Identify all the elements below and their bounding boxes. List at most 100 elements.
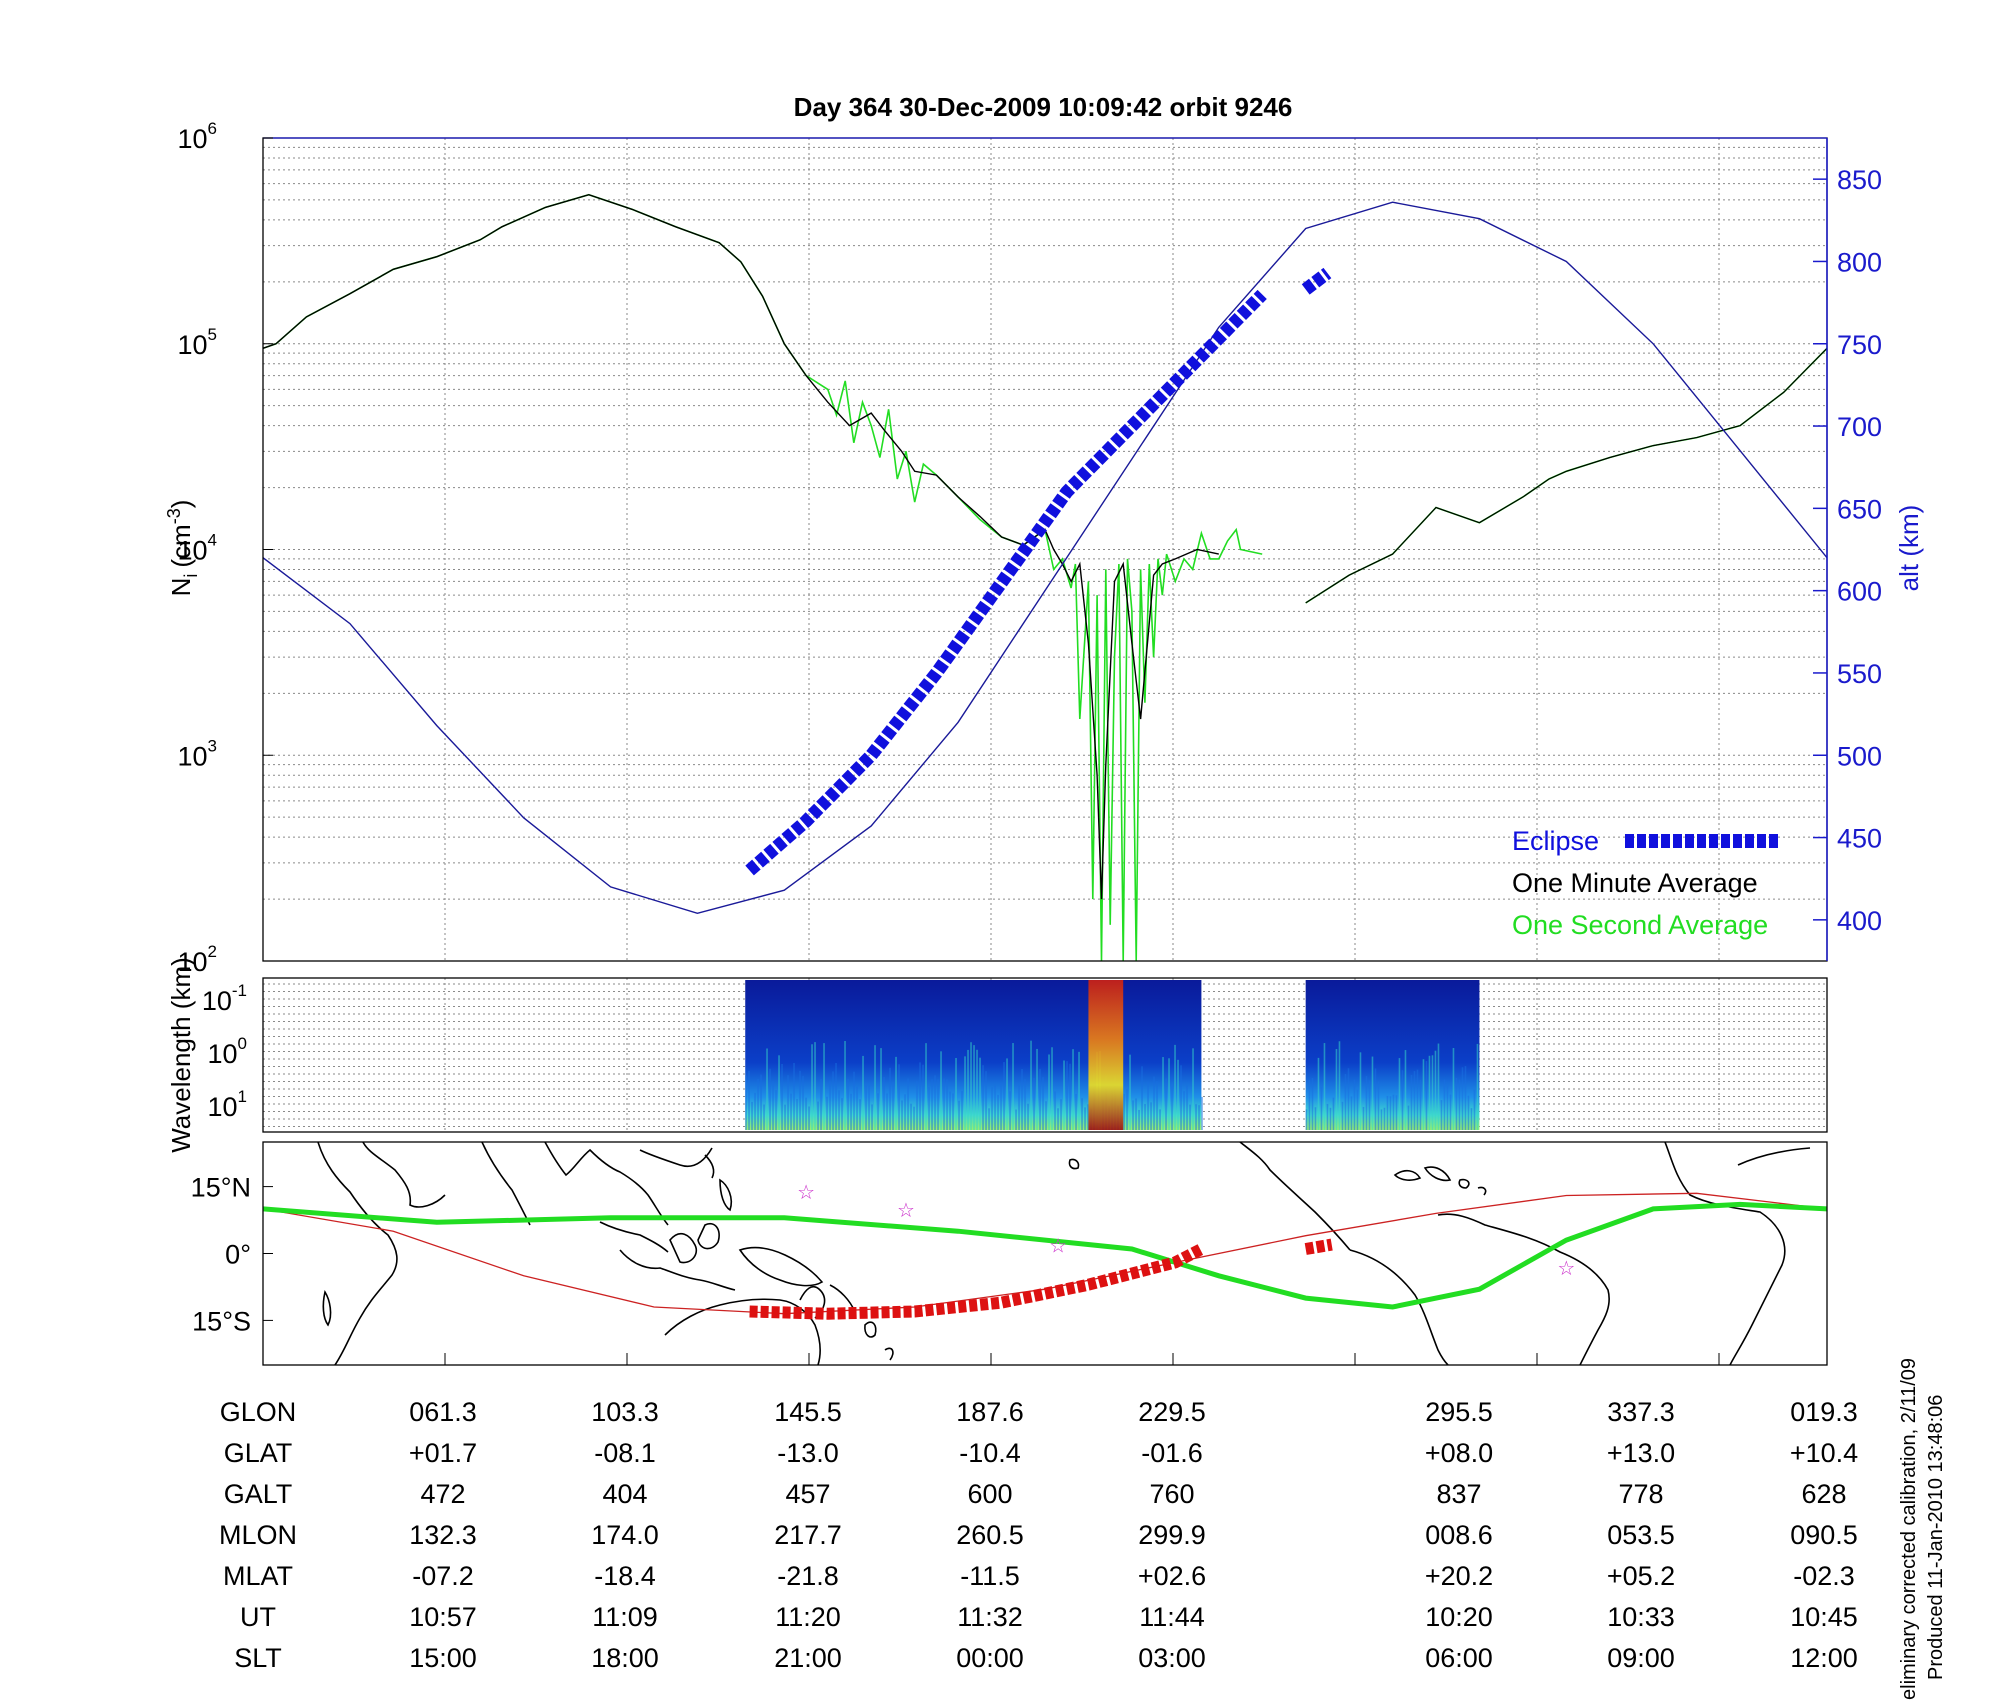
spectrogram-stripe: [763, 1104, 765, 1130]
spectrogram-stripe: [952, 1093, 954, 1130]
spectrogram-stripe: [1168, 1058, 1170, 1130]
spectrogram-stripe: [850, 1093, 852, 1130]
chart-title: Day 364 30-Dec-2009 10:09:42 orbit 9246: [794, 92, 1293, 122]
spectrogram-stripe: [1159, 1109, 1161, 1130]
spectrogram-stripe: [982, 1065, 984, 1130]
spectrogram-stripe: [859, 1099, 861, 1130]
table-cell: -07.2: [412, 1561, 474, 1591]
table-cell: 008.6: [1425, 1520, 1493, 1550]
spectrogram-stripe: [748, 1070, 750, 1130]
spectrogram-stripe: [1027, 1103, 1029, 1130]
spectrogram-stripe: [928, 1087, 930, 1130]
spectrogram-stripe: [1476, 1043, 1479, 1130]
spectrogram-stripe: [1192, 1048, 1194, 1130]
altitude-tick-label: 500: [1837, 741, 1882, 771]
spectrogram-stripe: [1455, 1077, 1458, 1130]
spectrogram-stripe: [1326, 1103, 1329, 1130]
spectrogram-blocks: [745, 980, 1480, 1130]
table-cell: +13.0: [1607, 1438, 1675, 1468]
spectrogram-stripe: [826, 1096, 828, 1130]
table-cell: 404: [602, 1479, 647, 1509]
table-cell: 11:44: [1139, 1602, 1205, 1632]
table-cell: +01.7: [409, 1438, 477, 1468]
spectrogram-stripe: [1473, 1089, 1476, 1130]
ground-track-eclipse-short: [1304, 1238, 1333, 1255]
wavelength-axis-label: Wavelength (km): [166, 957, 196, 1153]
table-cell: 217.7: [774, 1520, 842, 1550]
spectrogram-stripe: [1461, 1067, 1464, 1130]
spectrogram-stripe: [766, 1048, 768, 1130]
table-cell: +10.4: [1790, 1438, 1858, 1468]
density-label-unit-exponent: -3: [164, 508, 184, 524]
altitude-tick-label: 550: [1837, 659, 1882, 689]
spectrogram-stripe: [1392, 1094, 1395, 1130]
star-marker-icon: ☆: [897, 1198, 915, 1222]
spectrogram-stripe: [1353, 1079, 1356, 1130]
spectrogram-stripe: [1377, 1081, 1380, 1130]
spectrogram-stripe: [1174, 1044, 1176, 1130]
spectrogram-stripe: [817, 1101, 819, 1130]
wavelength-tick-label: 10-1: [202, 981, 247, 1016]
table-cell: 600: [967, 1479, 1012, 1509]
star-marker-icon: ☆: [1557, 1256, 1575, 1280]
spectrogram-stripe: [1368, 1080, 1371, 1130]
table-cell: -13.0: [777, 1438, 839, 1468]
spectrogram-stripe: [1162, 1057, 1164, 1130]
spectrogram-stripe: [979, 1057, 981, 1130]
spectrogram-stripe: [832, 1071, 834, 1130]
spectrogram-stripe: [754, 1092, 756, 1130]
table-cell: 260.5: [956, 1520, 1024, 1550]
table-cell: -11.5: [960, 1561, 1020, 1591]
table-cell: -10.4: [959, 1438, 1021, 1468]
spectrogram-stripe: [772, 1081, 774, 1130]
eclipse-segment: [745, 289, 1267, 876]
spectrogram-stripe: [970, 1042, 972, 1130]
spectrogram-stripe: [871, 1104, 873, 1130]
spectrogram-stripe: [1054, 1091, 1056, 1130]
spectrogram-stripe: [751, 1101, 753, 1130]
spectrogram-stripe: [1195, 1104, 1197, 1130]
spectrogram-stripe: [1063, 1060, 1065, 1130]
spectrogram-stripe: [1350, 1096, 1353, 1130]
spectrogram-stripe: [1329, 1107, 1332, 1130]
spectrogram-stripe: [775, 1090, 777, 1130]
table-cell: -21.8: [777, 1561, 839, 1591]
legend: Eclipse One Minute Average One Second Av…: [1512, 826, 1778, 940]
spectrogram-stripe: [1144, 1103, 1146, 1130]
spectrogram-stripe: [757, 1078, 759, 1130]
latitude-tick-label: 15°S: [192, 1306, 251, 1336]
spectrogram-stripe: [1039, 1068, 1041, 1130]
spectrogram-stripe: [853, 1071, 855, 1130]
spectrogram-stripe: [1015, 1109, 1017, 1130]
spectrogram-stripe: [1078, 1051, 1080, 1130]
legend-second-label: One Second Average: [1512, 910, 1768, 940]
density-axis-label: Ni (cm-3): [164, 500, 201, 597]
one-second-average-line-pass2: [1305, 347, 1827, 604]
spectrogram-stripe: [1407, 1105, 1410, 1130]
table-cell: 11:09: [592, 1602, 658, 1632]
spectrogram-stripe: [1344, 1073, 1347, 1130]
spectrogram-stripe: [847, 1078, 849, 1130]
spectrogram-stripe: [1081, 1098, 1083, 1130]
spectrogram-stripe: [1458, 1079, 1461, 1130]
spectrogram-stripe: [1437, 1043, 1440, 1130]
table-cell: 10:33: [1607, 1602, 1675, 1632]
spectrogram-stripe: [1356, 1089, 1359, 1130]
spectrogram-stripe: [1129, 1054, 1131, 1130]
latitude-tick-label: 15°N: [191, 1173, 251, 1203]
spectrogram-stripe: [1006, 1058, 1008, 1130]
spectrogram-stripe: [1177, 1059, 1179, 1130]
spectrogram-stripe: [1036, 1048, 1038, 1130]
spectrogram-stripe: [1021, 1068, 1023, 1130]
density-plot-series: [263, 193, 1827, 961]
spectrogram-stripe: [805, 1097, 807, 1130]
spectrogram-stripe: [811, 1044, 813, 1130]
table-cell: 12:00: [1790, 1643, 1858, 1673]
eclipse-segment-short: [1301, 267, 1332, 295]
spectrogram-stripe: [781, 1063, 783, 1130]
y-tick-exponent: 2: [208, 942, 217, 961]
density-plot-grid: [263, 138, 1827, 962]
spectrogram-stripe: [793, 1062, 795, 1130]
spectrogram-stripe: [1201, 1096, 1203, 1130]
